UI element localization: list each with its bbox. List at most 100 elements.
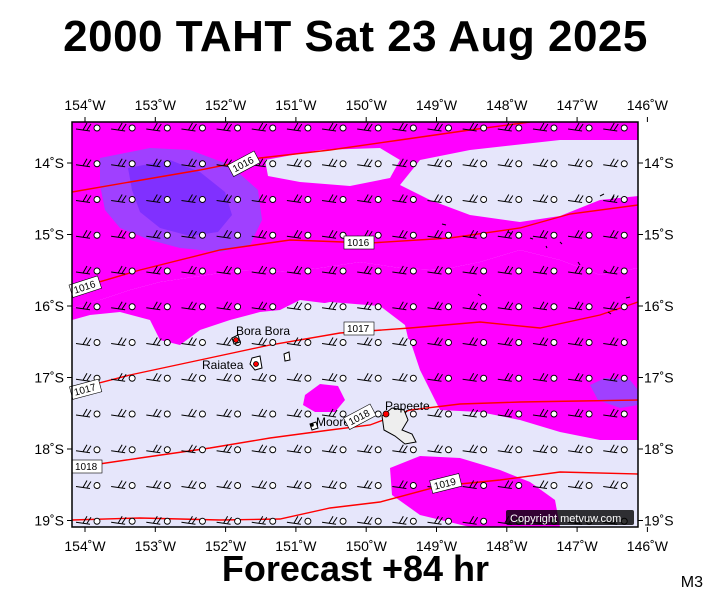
wind-barb <box>111 516 136 525</box>
axes: 154˚W 154˚W 153˚W 153˚W 152˚W 152˚W 151˚W 151˚W… <box>34 97 673 554</box>
wind-barb <box>251 230 277 239</box>
wind-barb <box>111 230 136 239</box>
wind-barb <box>111 480 136 489</box>
tuamotu-atolls <box>441 193 631 315</box>
wind-barb <box>321 408 347 418</box>
wind-barb <box>181 265 206 275</box>
wind-barb <box>357 122 382 132</box>
plot-frame <box>71 121 639 528</box>
wind-barb <box>462 230 488 239</box>
islands <box>231 193 631 445</box>
wind-barb <box>532 408 558 418</box>
wind-barb <box>181 516 206 525</box>
wind-barb <box>497 408 523 418</box>
wind-barb <box>321 373 347 382</box>
lon-label-top: 148˚W <box>486 97 528 113</box>
wind-barb <box>216 373 242 382</box>
wind-barb <box>146 480 171 489</box>
wind-barb <box>286 444 312 454</box>
lat-label-right: 14˚S <box>644 155 674 171</box>
wind-barb <box>357 158 382 168</box>
wind-barb <box>111 265 136 275</box>
wind-barb <box>568 480 593 489</box>
wind-barb <box>497 122 523 132</box>
island-huahine <box>283 351 291 362</box>
wind-barb <box>568 408 593 418</box>
wind-barb <box>321 444 347 454</box>
wind-barb <box>357 337 382 346</box>
wind-barb <box>462 373 488 382</box>
wind-barb <box>286 337 312 346</box>
wind-barb <box>321 337 347 346</box>
wind-barb <box>603 265 628 275</box>
wind-barb <box>181 337 206 346</box>
wind-barb <box>251 337 277 346</box>
place-label-raiatea: Raiatea <box>202 358 244 372</box>
wind-barb <box>146 122 171 132</box>
lon-label-bottom: 151˚W <box>275 538 317 554</box>
wind-barb <box>146 265 171 275</box>
wind-barb <box>462 194 488 203</box>
wind-barb <box>286 516 312 525</box>
wind-barb <box>603 301 628 311</box>
wind-barb <box>357 265 382 275</box>
isobar-label-1017-a: 1017 <box>347 324 370 335</box>
wind-barb <box>321 194 347 203</box>
wind-barb <box>75 158 101 168</box>
wind-barb <box>462 122 488 132</box>
rain-blob-moorea <box>303 384 345 412</box>
wind-barb <box>392 122 417 132</box>
wind-barb <box>532 122 558 132</box>
wind-barb <box>603 194 628 203</box>
wind-barb <box>603 337 628 346</box>
wind-barb <box>181 158 206 168</box>
wind-barb <box>251 158 277 168</box>
wind-barb <box>497 230 523 239</box>
wind-barb <box>146 158 171 168</box>
lat-label-left: 15˚S <box>34 227 64 243</box>
wind-barb <box>392 337 417 346</box>
wind-barb <box>462 444 488 454</box>
wind-barb <box>321 122 347 132</box>
wind-barb <box>111 408 136 418</box>
wind-barb <box>603 122 628 132</box>
lat-label-left: 19˚S <box>34 513 64 529</box>
rain-core-violet <box>128 160 232 236</box>
lon-label-top: 152˚W <box>205 97 247 113</box>
wind-barb <box>427 337 452 346</box>
wind-barb <box>427 373 452 382</box>
wind-barb <box>321 516 347 525</box>
wind-barb <box>75 122 101 132</box>
wind-barb <box>462 265 488 275</box>
wind-barb <box>532 444 558 454</box>
lat-label-right: 19˚S <box>644 513 674 529</box>
wind-barb <box>462 516 488 525</box>
wind-barb <box>181 194 206 203</box>
wind-barb <box>146 408 171 418</box>
wind-barb <box>216 122 242 132</box>
wind-barb <box>286 194 312 203</box>
wind-barb <box>568 301 593 311</box>
wind-barb <box>603 230 628 239</box>
forecast-label: Forecast +84 hr <box>221 548 490 589</box>
wind-barb <box>251 373 277 382</box>
wind-barb <box>181 373 206 382</box>
wind-barb <box>497 480 523 489</box>
lat-label-left: 18˚S <box>34 441 64 457</box>
rain-layer <box>72 122 638 527</box>
lon-label-top: 151˚W <box>275 97 317 113</box>
wind-barb <box>111 444 136 454</box>
papeete-marker <box>382 410 390 418</box>
chart-title: 2000 TAHT Sat 23 Aug 2025 <box>63 12 648 61</box>
wind-barb <box>638 195 662 203</box>
wind-barb <box>603 408 628 418</box>
wind-barb <box>427 265 452 275</box>
raiatea-marker <box>253 361 259 367</box>
rain-blob-east <box>628 246 638 262</box>
wind-barb <box>357 373 382 382</box>
wind-barb <box>638 338 662 346</box>
wind-barb <box>251 480 277 489</box>
wind-barb <box>462 337 488 346</box>
wind-barb <box>568 158 593 168</box>
lat-label-right: 16˚S <box>644 298 674 314</box>
